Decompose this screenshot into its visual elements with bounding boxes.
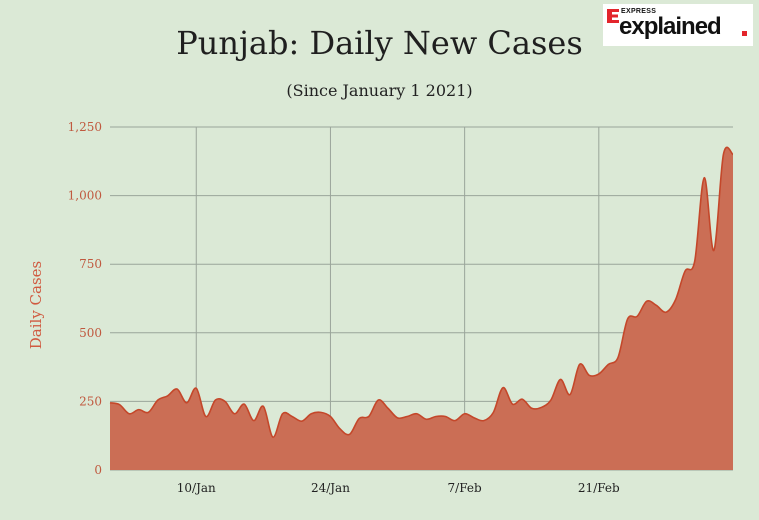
express-explained-logo: EXPRESS explained (603, 4, 753, 46)
x-tick-label: 10/Jan (177, 481, 216, 495)
y-tick-label: 1,250 (68, 120, 102, 134)
logo-dot (742, 31, 747, 36)
y-axis-label: Daily Cases (27, 261, 45, 350)
chart-title: Punjab: Daily New Cases (176, 24, 583, 62)
series-line (109, 146, 734, 438)
y-tick-label: 250 (79, 394, 102, 408)
y-tick-label: 0 (94, 463, 102, 477)
x-tick-label: 7/Feb (448, 481, 482, 495)
series-area (109, 146, 734, 470)
logo-superscript: EXPRESS (621, 8, 657, 15)
chart-subtitle: (Since January 1 2021) (286, 81, 473, 100)
y-tick-label: 1,000 (68, 189, 102, 203)
x-tick-label: 21/Feb (578, 481, 620, 495)
x-tick-label: 24/Jan (311, 481, 350, 495)
y-tick-label: 750 (79, 257, 102, 271)
series-area-fill (110, 147, 733, 470)
axis-ticks: 0 250 500 750 1,000 1,250 10/Jan 24/Jan 7/Feb 21/… (68, 120, 620, 495)
logo-wordmark: explained (619, 13, 722, 40)
y-tick-label: 500 (79, 326, 102, 340)
logo-mark-icon (607, 9, 619, 23)
